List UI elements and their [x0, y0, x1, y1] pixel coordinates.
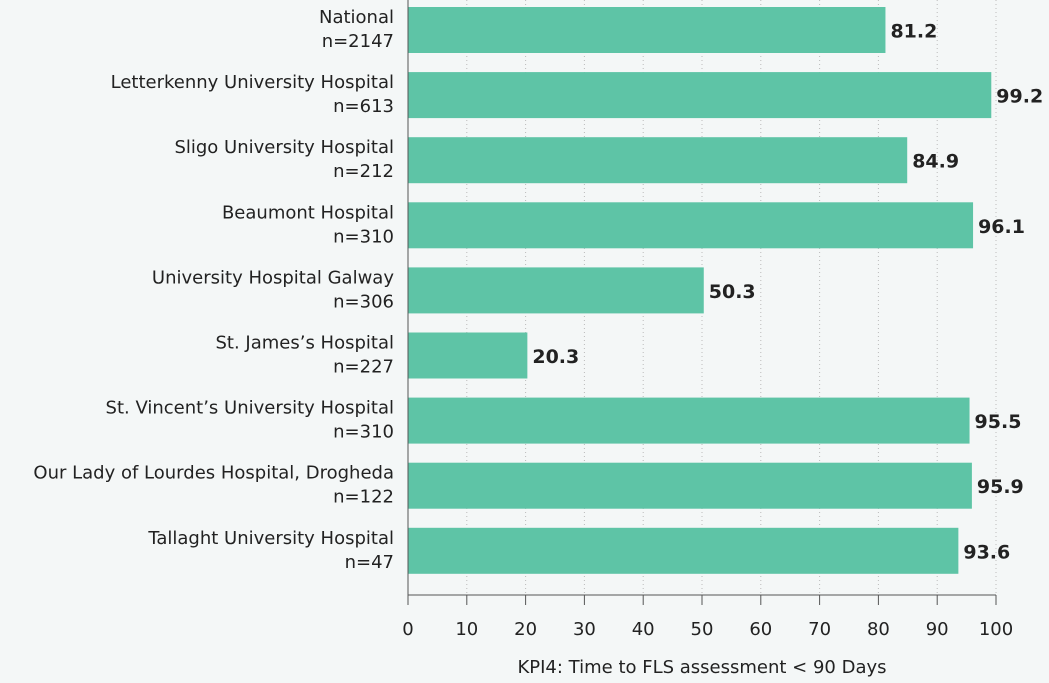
category-label: Sligo University Hospital: [174, 137, 394, 158]
bar: [408, 137, 908, 184]
value-label: 99.2: [996, 86, 1043, 108]
category-label: St. Vincent’s University Hospital: [106, 398, 394, 419]
value-label: 95.9: [977, 476, 1024, 498]
x-tick-label: 100: [979, 619, 1013, 640]
category-label: Letterkenny University Hospital: [111, 72, 394, 93]
value-label: 50.3: [709, 281, 756, 303]
category-count: n=306: [333, 291, 394, 312]
bar: [408, 267, 704, 314]
x-tick-label: 80: [867, 619, 890, 640]
value-label: 20.3: [532, 346, 579, 368]
x-tick-label: 10: [455, 619, 478, 640]
category-label: National: [319, 7, 394, 28]
category-label: St. James’s Hospital: [215, 333, 394, 354]
value-label: 96.1: [978, 216, 1025, 238]
category-count: n=212: [333, 161, 394, 182]
category-label: University Hospital Galway: [152, 267, 394, 288]
value-label: 95.5: [975, 411, 1022, 433]
bar: [408, 527, 959, 574]
category-count: n=310: [333, 226, 394, 247]
x-tick-label: 50: [691, 619, 714, 640]
bar: [408, 72, 992, 119]
category-count: n=47: [345, 552, 394, 573]
x-tick-label: 20: [514, 619, 537, 640]
x-tick-label: 40: [632, 619, 655, 640]
value-label: 93.6: [963, 541, 1010, 563]
bar: [408, 462, 972, 509]
category-label: Tallaght University Hospital: [147, 528, 394, 549]
category-count: n=613: [333, 96, 394, 117]
category-label: Beaumont Hospital: [222, 202, 394, 223]
x-tick-label: 70: [808, 619, 831, 640]
category-count: n=122: [333, 487, 394, 508]
bar: [408, 7, 886, 53]
category-label: Our Lady of Lourdes Hospital, Drogheda: [33, 463, 394, 484]
bar: [408, 332, 528, 379]
x-tick-label: 0: [402, 619, 413, 640]
x-tick-label: 60: [749, 619, 772, 640]
category-count: n=227: [333, 357, 394, 378]
bar: [408, 202, 974, 249]
x-tick-label: 90: [926, 619, 949, 640]
category-count: n=2147: [322, 31, 394, 52]
bar: [408, 397, 970, 444]
value-label: 84.9: [912, 151, 959, 173]
category-count: n=310: [333, 422, 394, 443]
x-axis-label: KPI4: Time to FLS assessment < 90 Days: [517, 657, 886, 678]
value-label: 81.2: [890, 21, 937, 43]
x-tick-label: 30: [573, 619, 596, 640]
